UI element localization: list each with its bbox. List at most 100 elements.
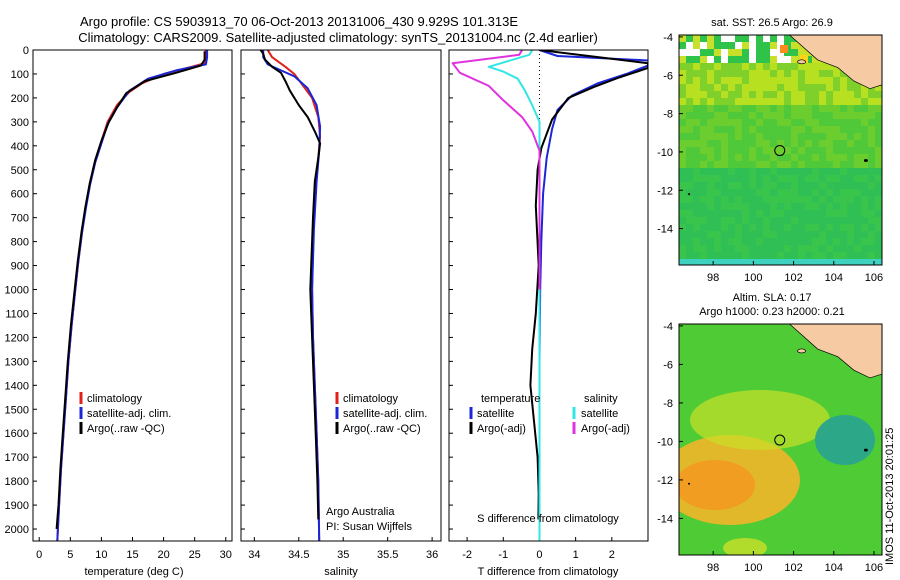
map-y-tick-label: -6 [663, 359, 673, 371]
sst-cell [679, 42, 686, 49]
sst-cell [805, 231, 812, 238]
sst-cell [875, 140, 882, 147]
sst-cell [686, 238, 693, 245]
sst-cell [875, 252, 882, 259]
sst-cell [693, 35, 700, 42]
sst-cell [756, 105, 763, 112]
sst-cell [742, 84, 749, 91]
sst-cell [742, 77, 749, 84]
sst-cell [861, 231, 868, 238]
sst-cell [840, 161, 847, 168]
sst-cell [728, 245, 735, 252]
sst-cell [679, 252, 686, 259]
sst-cell [735, 98, 742, 105]
sst-cell [854, 175, 861, 182]
sst-cell [756, 259, 763, 265]
sst-cell [840, 245, 847, 252]
sst-cell [805, 98, 812, 105]
sst-cell [777, 70, 784, 77]
sst-cell [798, 245, 805, 252]
sst-cell [847, 84, 854, 91]
sst-cell [735, 231, 742, 238]
sst-cell [728, 259, 735, 265]
sst-cell [679, 154, 686, 161]
sst-cell [728, 91, 735, 98]
sst-cell [812, 84, 819, 91]
sst-cell [693, 119, 700, 126]
sst-cell [833, 161, 840, 168]
sst-cell [735, 119, 742, 126]
sst-cell [707, 126, 714, 133]
sst-cell [833, 98, 840, 105]
sst-cell [686, 175, 693, 182]
sst-cell [819, 168, 826, 175]
sst-cell [749, 217, 756, 224]
sst-cell [875, 147, 882, 154]
sst-cell [826, 77, 833, 84]
sst-cell [735, 189, 742, 196]
sst-cell [721, 217, 728, 224]
sst-cell [840, 70, 847, 77]
y-tick-label: 100 [11, 69, 29, 81]
sst-cell [735, 140, 742, 147]
sst-cell [770, 140, 777, 147]
sst-cell [763, 119, 770, 126]
y-tick-label: 1200 [5, 332, 29, 344]
x-tick-label: 34 [248, 549, 260, 561]
map-y-tick-label: -8 [663, 109, 673, 121]
sst-cell [728, 224, 735, 231]
sst-cell [721, 259, 728, 265]
sst-cell [707, 217, 714, 224]
sst-cell [763, 133, 770, 140]
sst-cell [861, 147, 868, 154]
sst-cell [714, 224, 721, 231]
sst-cell [819, 77, 826, 84]
sst-cell [868, 224, 875, 231]
sst-cell [721, 210, 728, 217]
sst-cell [763, 217, 770, 224]
sst-cell [735, 154, 742, 161]
sst-cell [686, 140, 693, 147]
sst-cell [777, 238, 784, 245]
sst-cell [847, 245, 854, 252]
sst-cell [854, 196, 861, 203]
sst-cell [770, 56, 777, 63]
sst-cell [700, 154, 707, 161]
sst-cell [861, 196, 868, 203]
temperature-panel: 0100200300400500600700800900100011001200… [5, 45, 233, 561]
sst-cell [714, 147, 721, 154]
y-tick-label: 700 [11, 213, 29, 225]
sst-cell [819, 161, 826, 168]
sst-cell [798, 133, 805, 140]
x-tick-label: 0 [36, 549, 42, 561]
sst-cell [791, 196, 798, 203]
sst-cell [812, 105, 819, 112]
sst-cell [756, 182, 763, 189]
map-y-tick-label: -10 [657, 147, 673, 159]
sst-cell [700, 217, 707, 224]
sst-cell [784, 259, 791, 265]
sst-cell [756, 161, 763, 168]
sst-cell [749, 49, 756, 56]
sst-cell [756, 112, 763, 119]
sst-cell [812, 238, 819, 245]
legend-label: salinity [584, 393, 618, 405]
sst-cell [777, 245, 784, 252]
sst-cell [770, 259, 777, 265]
sst-cell [784, 231, 791, 238]
y-tick-label: 400 [11, 141, 29, 153]
sst-cell [798, 84, 805, 91]
map-x-tick-label: 104 [825, 272, 843, 284]
sst-cell [735, 105, 742, 112]
sst-cell [868, 126, 875, 133]
map-y-tick-label: -12 [657, 185, 673, 197]
sst-cell [784, 140, 791, 147]
sst-cell [686, 105, 693, 112]
sst-cell [721, 105, 728, 112]
sst-cell [826, 217, 833, 224]
sst-cell [763, 84, 770, 91]
sst-cell [798, 154, 805, 161]
sst-cell [763, 252, 770, 259]
sst-cell [805, 175, 812, 182]
